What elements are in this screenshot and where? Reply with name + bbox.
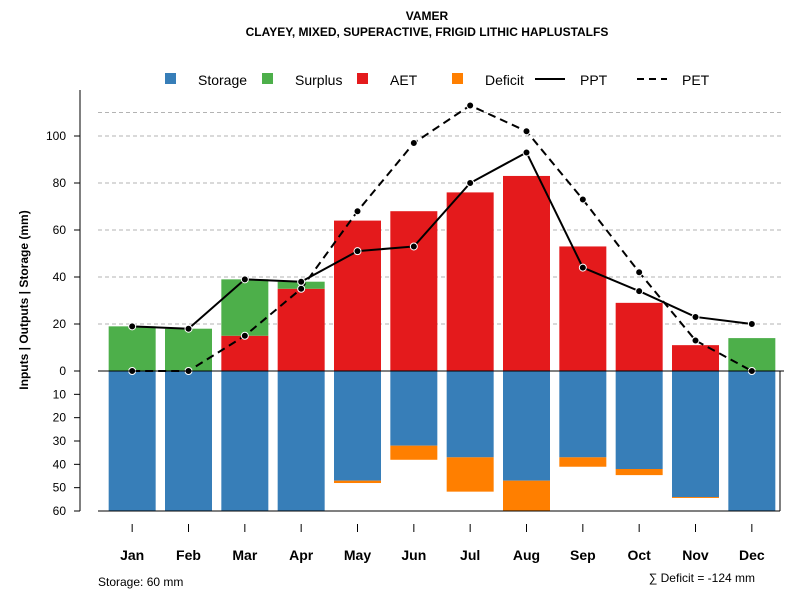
ppt-point-sep [578,263,587,272]
storage-bar-jun [390,371,438,446]
legend-label-storage: Storage [198,72,247,88]
y-tick-label-upper-40: 40 [53,270,67,284]
y-tick-label-upper-80: 80 [53,176,67,190]
y-tick-label-upper-20: 20 [53,317,67,331]
axes: 0 20 40 60 80 100 10 20 30 40 50 60 Jan Feb Mar Apr May J… [46,90,784,563]
storage-note: Storage: 60 mm [98,575,183,589]
y-tick-label-lower-50: 50 [53,481,67,495]
ppt-point-nov [691,312,700,321]
y-axis-label: Inputs | Outputs | Storage (mm) [17,210,31,389]
y-tick-label-lower-20: 20 [53,411,67,425]
aet-bar-may [334,220,381,371]
y-tick-label-lower-60: 60 [53,504,67,518]
surplus-bar-dec [728,338,776,371]
pet-point-oct [635,268,644,277]
pet-point-jun [409,139,418,148]
deficit-bar-jun [390,445,438,460]
x-tick-label-oct: Oct [627,547,651,563]
legend-label-aet: AET [390,72,418,88]
x-tick-label-nov: Nov [682,547,709,563]
ppt-line [132,151,752,330]
lines [128,101,756,375]
legend-swatch-aet [357,73,368,84]
pet-point-apr [297,284,306,293]
storage-bar-sep [559,371,607,458]
x-tick-label-jan: Jan [120,547,144,563]
storage-bar-feb [165,371,212,511]
pet-point-aug [522,127,531,136]
aet-bar-oct [615,302,663,371]
ppt-point-aug [522,148,531,157]
pet-point-sep [578,195,587,204]
ppt-point-jan [128,322,137,331]
ppt-point-apr [297,277,306,286]
pet-point-jul [466,101,475,110]
ppt-point-oct [635,287,644,296]
x-tick-label-feb: Feb [176,547,201,563]
legend-swatch-surplus [262,73,273,84]
deficit-bar-oct [615,469,663,476]
ppt-point-feb [184,324,193,333]
deficit-bar-aug [503,480,550,512]
storage-bar-aug [503,371,550,481]
surplus-bar-feb [165,328,212,371]
x-tick-label-aug: Aug [513,547,540,563]
y-tick-label-lower-10: 10 [53,387,67,401]
chart-subtitle: CLAYEY, MIXED, SUPERACTIVE, FRIGID LITHI… [246,25,609,39]
aet-bar-mar [221,335,269,371]
ppt-point-mar [240,275,249,284]
legend-label-surplus: Surplus [295,72,342,88]
storage-bar-oct [615,371,663,469]
ppt-point-dec [747,320,756,328]
x-tick-label-jul: Jul [460,547,480,563]
surplus-bar-mar [221,279,269,336]
storage-bar-nov [672,371,719,497]
storage-bar-may [334,371,381,481]
x-tick-label-may: May [344,547,371,563]
y-tick-label-lower-30: 30 [53,434,67,448]
x-tick-label-apr: Apr [289,547,314,563]
gridlines [98,112,784,325]
aet-bar-aug [503,175,550,371]
pet-point-may [353,207,362,216]
deficit-bar-sep [559,457,607,467]
storage-bar-jul [446,371,494,458]
pet-point-nov [691,336,700,345]
aet-bar-jul [446,192,494,371]
surplus-bar-jan [108,326,156,371]
storage-bar-mar [221,371,269,511]
legend-label-deficit: Deficit [485,72,524,88]
deficit-bar-nov [672,497,719,498]
x-tick-label-sep: Sep [570,547,596,563]
storage-bar-dec [728,371,776,511]
legend-label-pet: PET [682,72,710,88]
legend-swatch-storage [165,73,176,84]
aet-bar-jun [390,211,438,371]
chart-title: VAMER [406,9,449,23]
storage-bar-apr [277,371,325,511]
ppt-point-jul [466,179,475,187]
deficit-bar-jul [446,457,494,492]
legend: Storage Surplus AET Deficit PPT PET [165,72,710,88]
legend-swatch-deficit [452,73,463,84]
ppt-point-jun [409,242,418,251]
y-tick-label-upper-0: 0 [59,364,66,378]
y-tick-label-upper-100: 100 [46,129,66,143]
ppt-point-may [353,247,362,256]
storage-bar-jan [108,371,156,511]
pet-point-mar [240,331,249,340]
deficit-note: ∑ Deficit = -124 mm [649,571,755,585]
x-tick-label-jun: Jun [401,547,426,563]
aet-bar-apr [277,288,325,371]
pet-line [132,104,753,372]
x-tick-label-mar: Mar [232,547,257,563]
y-tick-label-lower-40: 40 [53,457,67,471]
x-tick-label-dec: Dec [739,547,765,563]
bars [108,175,776,512]
deficit-bar-may [334,480,381,484]
legend-label-ppt: PPT [580,72,608,88]
y-tick-label-upper-60: 60 [53,223,67,237]
